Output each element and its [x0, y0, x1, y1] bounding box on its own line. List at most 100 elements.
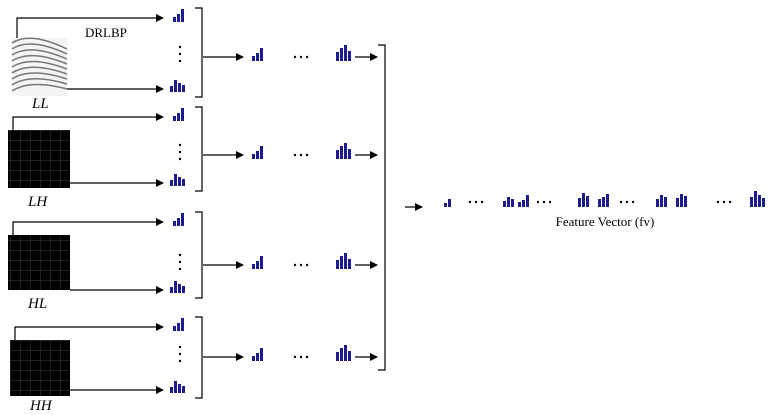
histogram-bar — [340, 48, 343, 61]
layout: LL LH HL HH — [8, 7, 765, 414]
histogram-bar — [578, 198, 581, 207]
histogram-bar — [344, 345, 347, 361]
arrow — [14, 323, 164, 340]
histogram-bar — [256, 261, 259, 269]
histogram-bar — [177, 323, 180, 331]
bracket — [195, 7, 203, 98]
histogram-bar — [340, 256, 343, 269]
histogram-bar — [758, 195, 761, 207]
dot — [468, 200, 472, 204]
histogram-bar — [174, 174, 177, 186]
histogram-bar — [252, 264, 255, 269]
texture — [11, 78, 68, 86]
histogram-bar — [260, 146, 263, 159]
dot — [480, 200, 484, 204]
dot — [305, 355, 309, 359]
dot — [178, 352, 182, 356]
histogram-bar — [260, 348, 263, 361]
histogram-bar — [522, 200, 525, 207]
dot — [299, 55, 303, 59]
histogram-bar — [256, 353, 259, 361]
bracket — [195, 106, 203, 192]
texture — [11, 49, 68, 60]
dot — [178, 267, 182, 271]
histogram-bar — [344, 45, 347, 61]
dot — [625, 200, 629, 204]
histogram-bar — [260, 48, 263, 61]
grid-texture — [10, 340, 70, 396]
dot — [293, 153, 297, 157]
histogram-bar — [174, 381, 177, 393]
dot — [293, 55, 297, 59]
histogram-bar — [340, 146, 343, 159]
dot — [542, 200, 546, 204]
texture — [11, 43, 68, 55]
histogram-bar — [676, 198, 679, 207]
dot — [305, 153, 309, 157]
dot — [178, 157, 182, 161]
histogram-bar — [252, 56, 255, 61]
histogram-bar — [177, 14, 180, 22]
histogram-bar — [750, 197, 753, 207]
output-label: Feature Vector (fv) — [556, 214, 655, 229]
arrow — [12, 218, 164, 235]
histogram-bar — [336, 52, 339, 61]
histogram-bar — [260, 256, 263, 269]
dot — [474, 200, 478, 204]
histogram-bar — [181, 9, 184, 22]
histogram-bar — [178, 284, 181, 293]
bracket — [378, 44, 386, 371]
histogram-bar — [518, 202, 521, 207]
histogram-bar — [174, 80, 177, 92]
histogram-bar — [173, 326, 176, 331]
dot — [305, 263, 309, 267]
histogram-bar — [178, 177, 181, 186]
histogram-bar — [507, 197, 510, 207]
bracket — [195, 316, 203, 399]
histogram-bar — [511, 199, 514, 207]
dot — [728, 200, 732, 204]
histogram-bar — [660, 195, 663, 207]
histogram-bar — [177, 113, 180, 121]
histogram-bar — [503, 201, 506, 207]
subband-label: HL — [27, 296, 47, 312]
arrow — [12, 113, 164, 130]
histogram-bar — [340, 348, 343, 361]
histogram-bar — [336, 150, 339, 159]
histogram-bar — [173, 221, 176, 226]
histogram-bar — [182, 85, 185, 92]
texture — [11, 55, 68, 65]
texture — [11, 72, 68, 80]
histogram-bar — [526, 195, 529, 207]
dot — [293, 263, 297, 267]
texture — [11, 60, 68, 70]
histogram-bar — [181, 213, 184, 226]
dot — [178, 143, 182, 147]
dot — [299, 355, 303, 359]
texture — [11, 66, 68, 75]
histogram-bar — [602, 197, 605, 207]
dot — [178, 59, 182, 63]
histogram-bar — [178, 384, 181, 393]
dot — [178, 359, 182, 363]
grid-texture — [8, 130, 70, 188]
histogram-bar — [336, 352, 339, 361]
histogram-bar — [170, 86, 173, 92]
histogram-bar — [182, 286, 185, 293]
histogram-bar — [586, 196, 589, 207]
histogram-bar — [177, 218, 180, 226]
histogram-bar — [348, 149, 351, 159]
dot — [619, 200, 623, 204]
histogram-bar — [348, 351, 351, 361]
dot — [631, 200, 635, 204]
dot — [722, 200, 726, 204]
arrow — [16, 14, 164, 38]
histogram-bar — [684, 196, 687, 207]
histogram-bar — [344, 253, 347, 269]
dot — [293, 355, 297, 359]
histogram-bar — [606, 194, 609, 207]
dot — [178, 150, 182, 154]
histogram-bar — [348, 259, 351, 269]
histogram-bar — [444, 203, 447, 207]
histogram-bar — [256, 53, 259, 61]
